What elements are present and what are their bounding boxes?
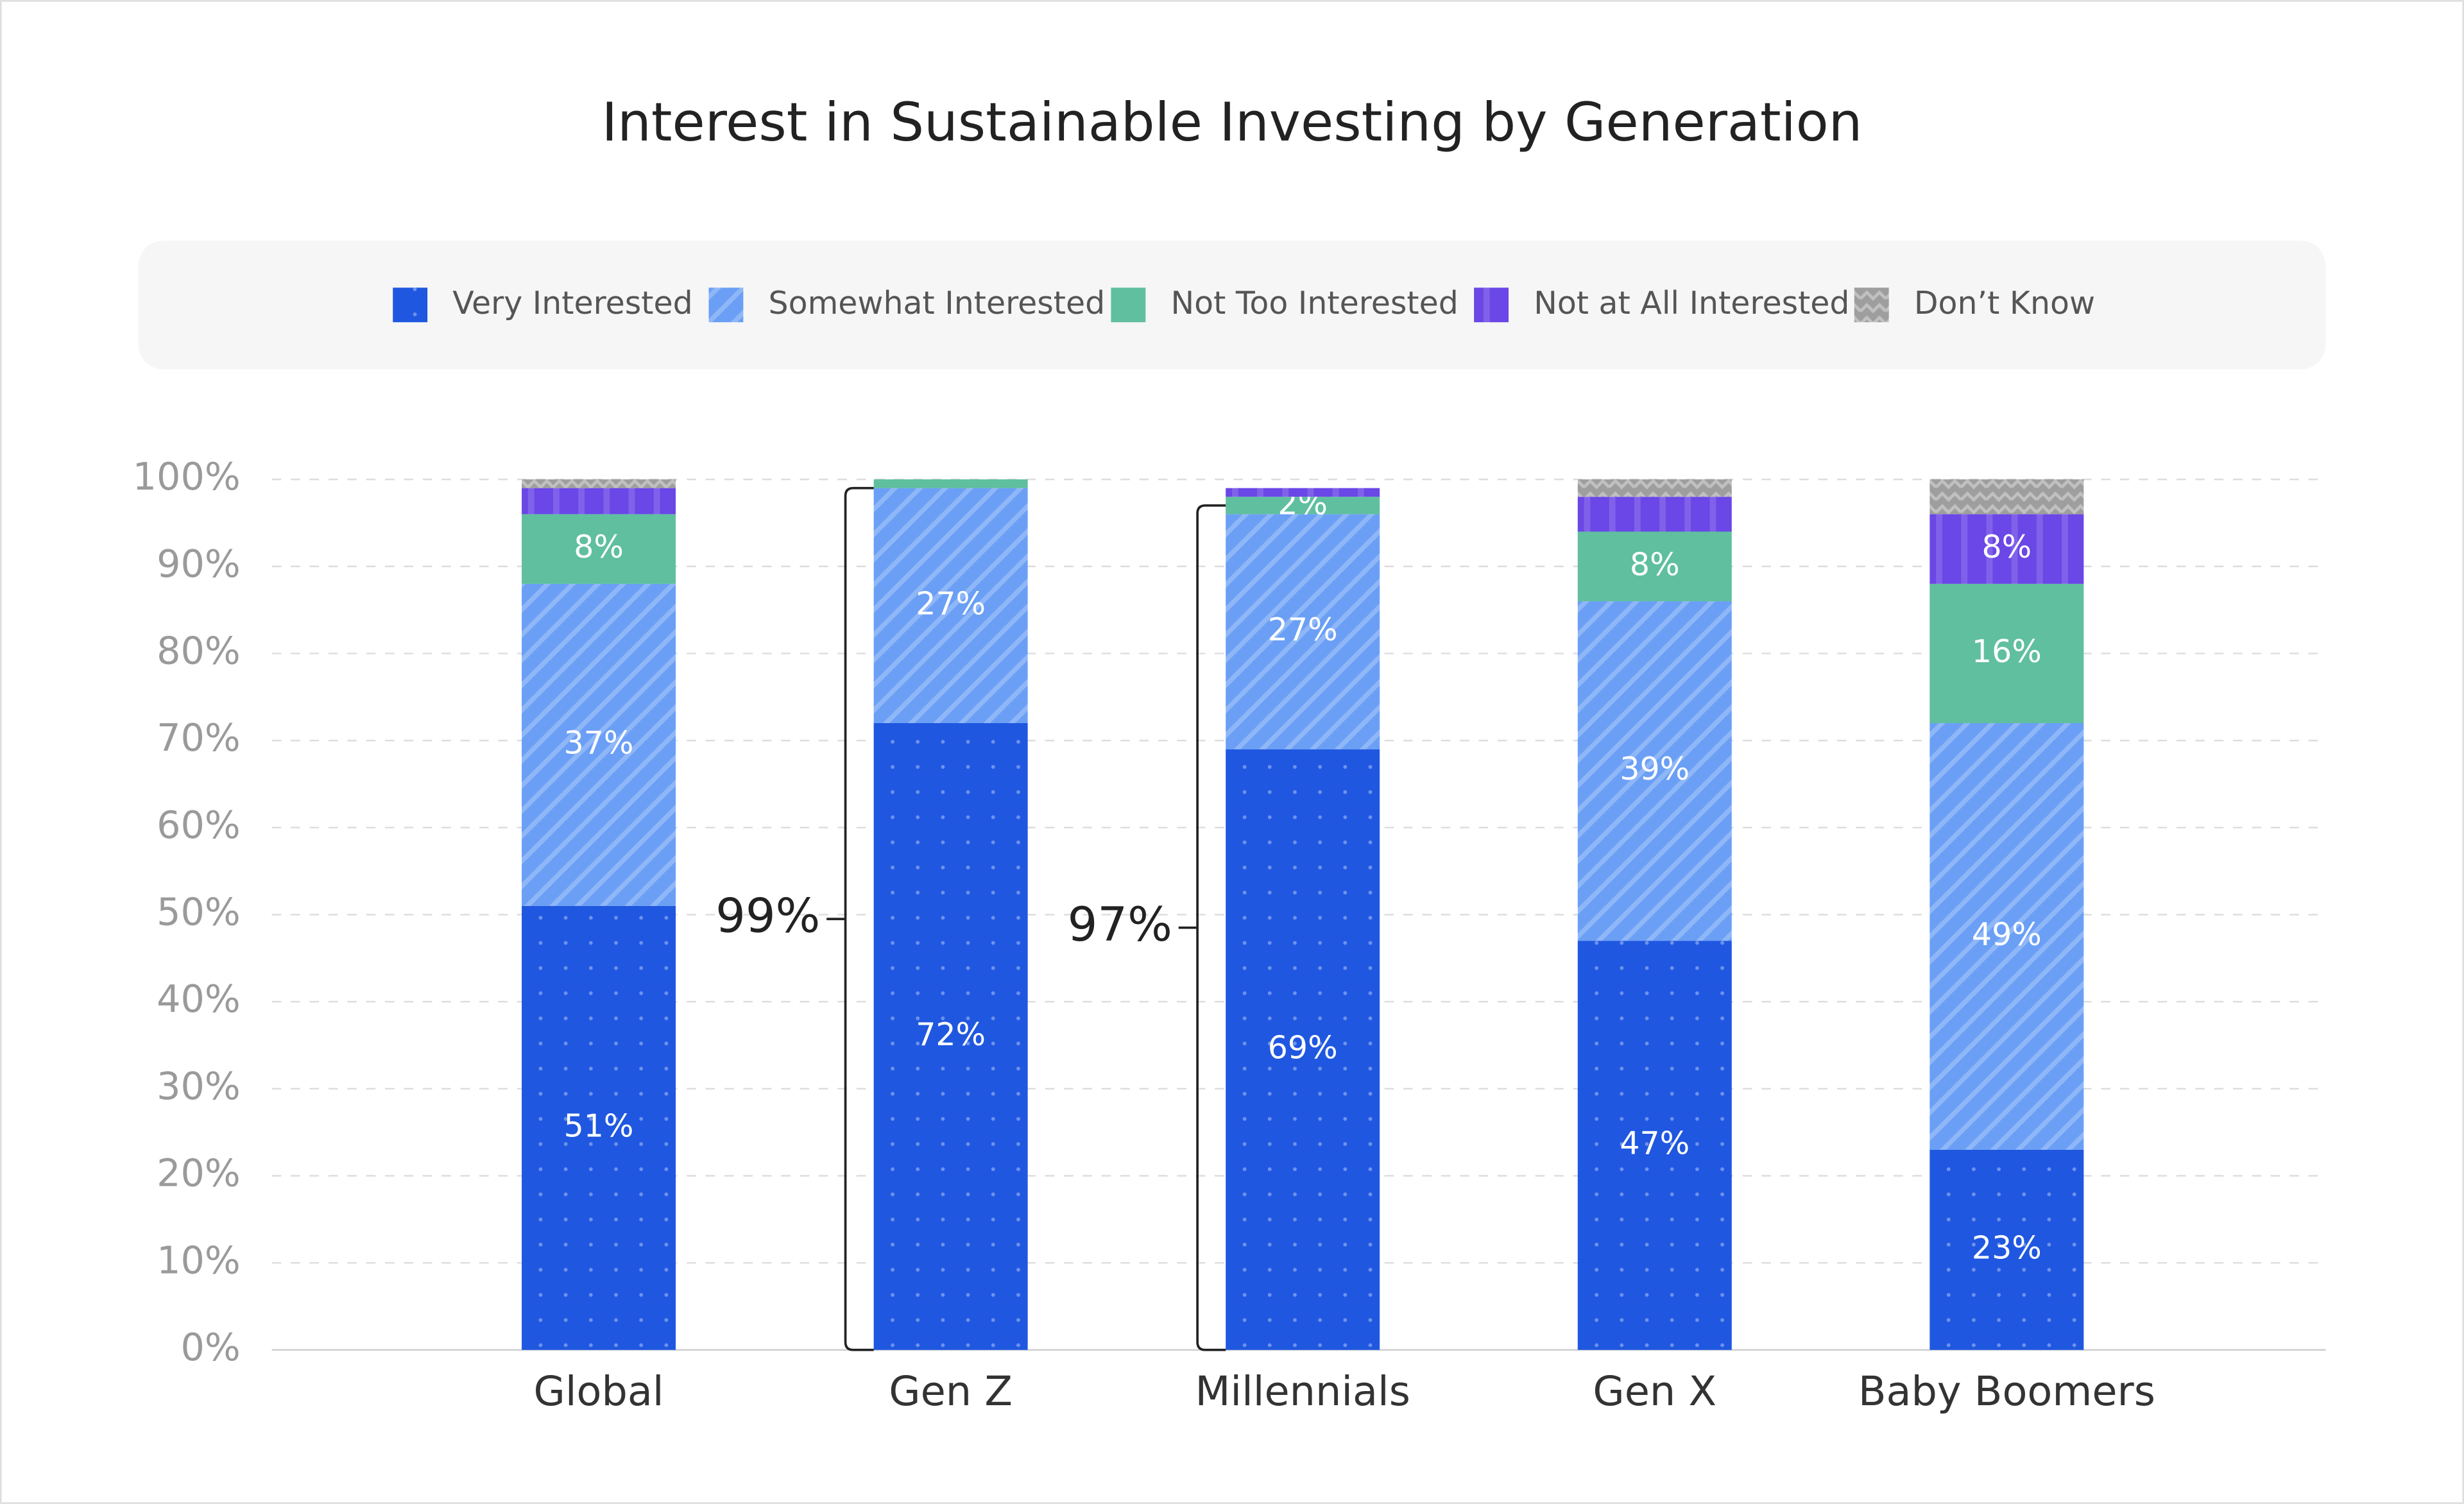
value-label: 27% [916,585,986,622]
x-tick-label: Baby Boomers [1858,1368,2155,1415]
value-label: 72% [916,1016,986,1053]
bar-segment [873,722,1028,1350]
y-tick-label: 0% [180,1325,240,1369]
bar-segment [522,514,676,584]
x-tick-label: Gen X [1593,1368,1716,1415]
bar-segment [873,479,1028,488]
legend-label: Very Interested [452,285,692,321]
bar-segment [1226,749,1380,1350]
bar-segment [1929,479,2084,515]
y-tick-label: 10% [157,1238,241,1282]
bar-segment [1577,941,1732,1350]
y-tick-label: 40% [157,977,241,1021]
bar-segment [873,488,1028,723]
bar-segment [1577,531,1732,602]
value-label: 39% [1620,751,1690,787]
legend-label: Somewhat Interested [769,285,1106,321]
value-label: 49% [1972,916,2042,953]
bar-segment [1226,514,1380,749]
value-label: 1% [926,434,976,470]
bar-segment [1577,601,1732,941]
y-tick-label: 30% [157,1064,241,1108]
value-label: 8% [574,529,624,565]
legend-label: Not Too Interested [1170,285,1458,321]
value-label: 69% [1268,1029,1338,1066]
bracket [1178,504,1226,1351]
bracket-label: 97% [1068,898,1172,952]
legend-swatch [1474,287,1509,323]
value-label: 47% [1620,1125,1690,1162]
legend-swatch [393,287,428,323]
bar-segment [1226,497,1380,515]
x-tick-label: Global [534,1368,664,1415]
y-tick-label: 100% [133,454,241,499]
y-tick-label: 50% [157,890,241,934]
value-label: 8% [1630,546,1680,583]
bracket-label: 99% [715,889,820,943]
value-label: 23% [1972,1229,2042,1266]
value-label: 8% [1982,529,2032,565]
legend-box [138,240,2326,370]
value-label: 37% [564,724,634,761]
value-label: 27% [1268,611,1338,648]
bar-segment [1929,583,2084,723]
legend-label: Not at All Interested [1534,285,1849,321]
y-tick-label: 70% [157,715,241,760]
bar-segment [1577,479,1732,497]
legend-swatch [1854,287,1889,323]
bar-segment [1929,1149,2084,1350]
bracket [826,486,874,1351]
bar-segment [1929,722,2084,1150]
legend-swatch [1111,287,1146,323]
bar-segment [522,583,676,906]
x-tick-label: Millennials [1195,1368,1410,1415]
y-tick-label: 80% [157,629,241,673]
chart-title: Interest in Sustainable Investing by Gen… [602,91,1863,153]
y-tick-label: 90% [157,542,241,586]
value-label: 51% [564,1107,634,1144]
bar-segment [1577,497,1732,532]
bar-segment [522,479,676,488]
legend-label: Don’t Know [1914,285,2095,321]
bar-segment [1929,514,2084,584]
x-tick-label: Gen Z [889,1368,1013,1415]
bar-segment [522,905,676,1350]
y-tick-label: 20% [157,1151,241,1195]
y-tick-label: 60% [157,803,241,847]
legend-swatch [708,287,744,323]
bar-segment [1226,488,1380,497]
value-label: 16% [1972,633,2042,670]
bar-segment [522,488,676,515]
